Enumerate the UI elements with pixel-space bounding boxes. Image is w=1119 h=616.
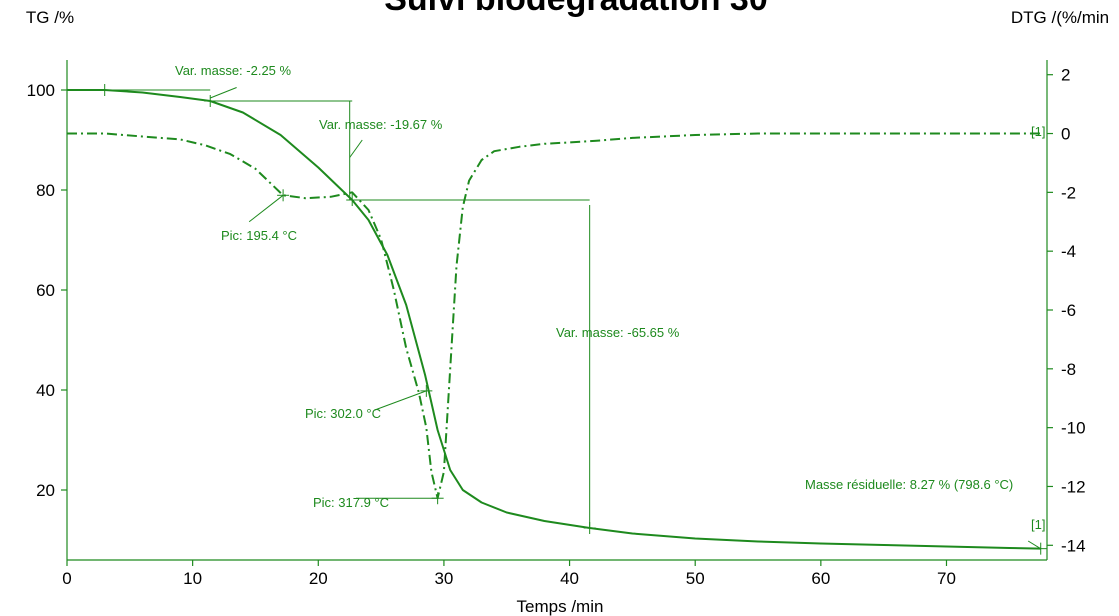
x-tick-label: 10 (183, 569, 202, 588)
var-masse-1-leader (210, 87, 237, 99)
x-tick-label: 30 (434, 569, 453, 588)
y-right-tick-label: 2 (1061, 66, 1070, 85)
series-marker-tg: [1] (1031, 517, 1045, 532)
annotation-var-masse-2: Var. masse: -19.67 % (319, 117, 443, 132)
y-left-tick-label: 80 (36, 181, 55, 200)
chart-title: Suivi biodegradation 30 (384, 0, 768, 18)
y-left-axis-label: TG /% (26, 8, 74, 27)
y-right-tick-label: -8 (1061, 360, 1076, 379)
x-tick-label: 20 (309, 569, 328, 588)
x-tick-label: 70 (937, 569, 956, 588)
annotation-pic-1: Pic: 195.4 °C (221, 228, 297, 243)
tg-curve (67, 89, 1041, 550)
var-masse-2-leader (349, 139, 363, 158)
y-left-tick-label: 60 (36, 281, 55, 300)
x-tick-label: 40 (560, 569, 579, 588)
chart-series (67, 89, 1041, 550)
y-right-tick-label: 0 (1061, 125, 1070, 144)
annotation-var-masse-1: Var. masse: -2.25 % (175, 63, 292, 78)
y-right-tick-label: -10 (1061, 419, 1086, 438)
x-tick-label: 60 (811, 569, 830, 588)
y-left-tick-label: 40 (36, 381, 55, 400)
annotation-var-masse-3: Var. masse: -65.65 % (556, 325, 680, 340)
dtg-curve (67, 132, 1041, 500)
y-right-tick-label: -12 (1061, 477, 1086, 496)
y-right-tick-label: -2 (1061, 183, 1076, 202)
pic-1-leader (248, 194, 284, 223)
y-right-tick-label: -4 (1061, 242, 1076, 261)
y-right-tick-label: -6 (1061, 301, 1076, 320)
x-tick-label: 50 (686, 569, 705, 588)
series-marker-dtg: [1] (1031, 124, 1045, 139)
annotation-pic-3: Pic: 317.9 °C (313, 495, 389, 510)
annotation-pic-2: Pic: 302.0 °C (305, 406, 381, 421)
annotation-residue: Masse résiduelle: 8.27 % (798.6 °C) (805, 477, 1013, 492)
y-left-tick-label: 100 (27, 81, 55, 100)
axis-ticks: 0 10 20 30 40 50 60 702040608010020-2-4-6-8-10-… (27, 66, 1086, 588)
residue-leader (1027, 540, 1041, 550)
annotation-lines (98, 84, 1047, 555)
y-right-axis-label: DTG /(%/min (1011, 8, 1109, 27)
y-right-tick-label: -14 (1061, 536, 1086, 555)
x-tick-label: 0 (62, 569, 71, 588)
y-left-tick-label: 20 (36, 481, 55, 500)
pic-2-leader (374, 390, 427, 411)
x-axis-label: Temps /min (517, 597, 604, 616)
